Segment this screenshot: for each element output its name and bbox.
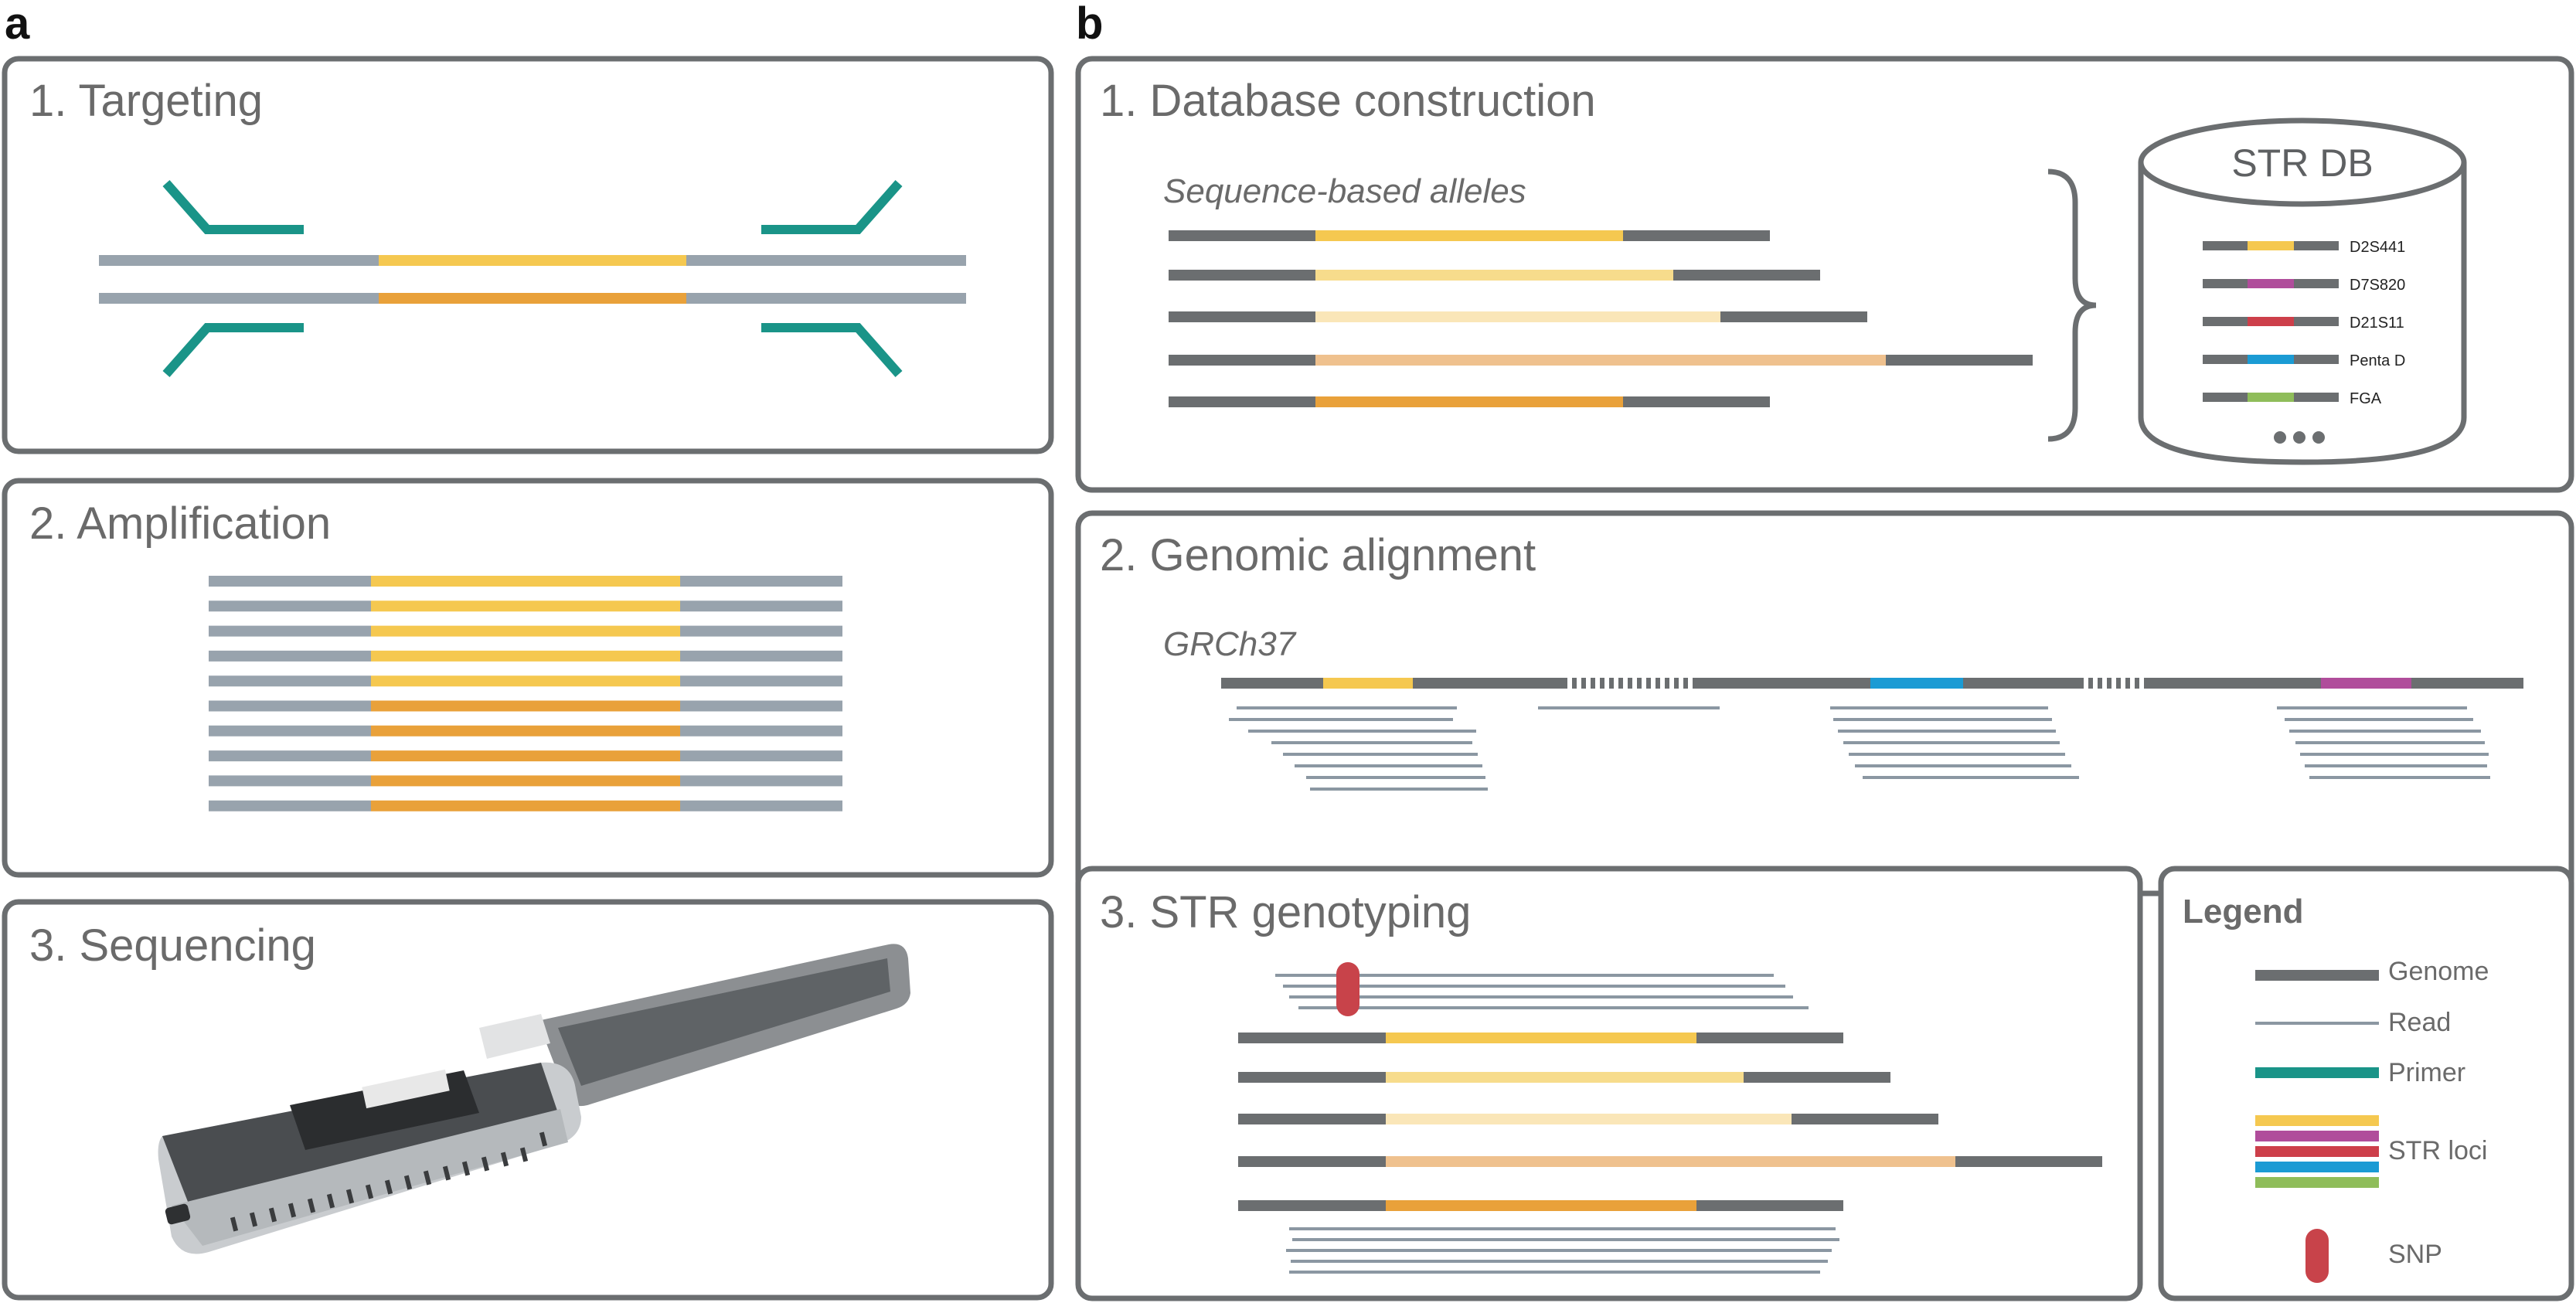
dna-strands — [99, 255, 966, 304]
genotyping-panel: 3. STR genotyping — [1075, 866, 2143, 1301]
legend-panel: Legend Genome Read Primer STR loci SNP — [2158, 866, 2574, 1301]
amplification-panel: 2. Amplification — [2, 478, 1054, 878]
genotyping-alleles — [1238, 1033, 2102, 1211]
allele-list — [1169, 230, 2033, 407]
genotyping-title: 3. STR genotyping — [1100, 887, 1471, 937]
legend-snp-label: SNP — [2388, 1240, 2442, 1269]
flow-cell-label — [362, 1069, 450, 1109]
legend-box — [2158, 866, 2574, 1301]
device-lid-inner — [558, 958, 890, 1086]
genotyping-reads — [1275, 974, 1839, 1274]
device-vents — [230, 1131, 548, 1232]
sequence-alleles-label: Sequence-based alleles — [1163, 172, 1526, 210]
primer-bottom-left — [162, 323, 304, 377]
primer-top-right — [761, 180, 903, 234]
more-dot-2 — [2293, 431, 2305, 444]
usb-port — [165, 1203, 191, 1225]
sequencing-panel: 3. Sequencing — [2, 899, 1054, 1301]
more-dot-1 — [2274, 431, 2286, 444]
alignment-panel: 2. Genomic alignment GRCh37 — [1075, 510, 2574, 896]
alignment-title: 2. Genomic alignment — [1100, 530, 1536, 580]
device-flap — [479, 1014, 550, 1059]
db-locus-label: FGA — [2350, 390, 2382, 407]
reference-genome-label: GRCh37 — [1163, 625, 1297, 663]
panel-letter-a: a — [5, 0, 30, 49]
legend-snp-swatch — [2305, 1229, 2329, 1283]
aligned-reads — [1229, 706, 2490, 791]
str-database-cylinder: STR DB D2S441 D7S820 D21S11 Penta D FGA — [2138, 117, 2467, 465]
db-locus-label: Penta D — [2350, 352, 2405, 369]
legend-read-label: Read — [2388, 1008, 2451, 1037]
legend-primer-label: Primer — [2388, 1058, 2465, 1087]
panel-letter-b: b — [1076, 0, 1103, 49]
legend-title: Legend — [2183, 893, 2303, 930]
db-loci-list: D2S441 D7S820 D21S11 Penta D FGA — [2203, 239, 2405, 407]
amplicon-stack — [209, 576, 842, 811]
legend-str-loci-label: STR loci — [2388, 1136, 2487, 1165]
snp-marker — [1336, 962, 1359, 1016]
sequencing-title: 3. Sequencing — [29, 920, 316, 971]
database-panel: 1. Database construction Sequence-based … — [1075, 56, 2574, 493]
db-locus-label: D7S820 — [2350, 277, 2405, 294]
primer-bottom-right — [761, 323, 903, 377]
primers — [162, 180, 903, 377]
targeting-title: 1. Targeting — [29, 76, 263, 126]
amplification-title: 2. Amplification — [29, 498, 331, 549]
db-title: STR DB — [2231, 141, 2373, 185]
database-title: 1. Database construction — [1100, 76, 1596, 126]
grouping-brace — [2047, 168, 2097, 442]
legend-str-loci-swatch — [2255, 1115, 2379, 1188]
more-dot-3 — [2312, 431, 2325, 444]
sequencer-device-illustration — [158, 944, 910, 1254]
db-locus-label: D2S441 — [2350, 239, 2405, 256]
primer-top-left — [162, 180, 304, 234]
legend-genome-label: Genome — [2388, 957, 2489, 986]
targeting-panel: 1. Targeting — [2, 56, 1054, 454]
db-locus-label: D21S11 — [2350, 315, 2404, 332]
